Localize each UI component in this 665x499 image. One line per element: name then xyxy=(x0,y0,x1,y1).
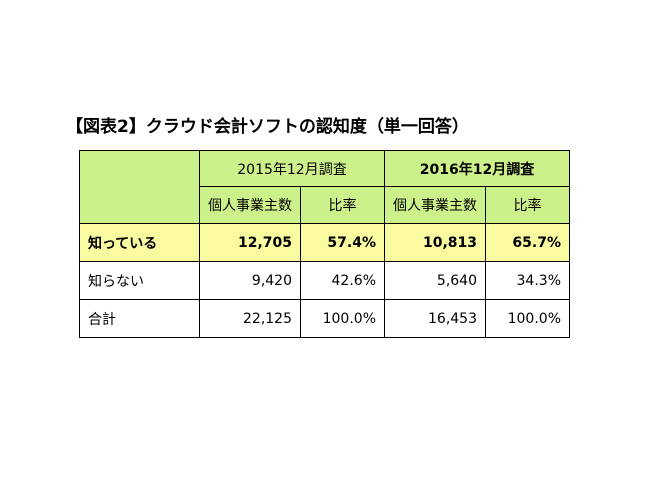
table-row: 知らない 9,420 42.6% 5,640 34.3% xyxy=(79,261,570,300)
header-ratio-2015: 比率 xyxy=(300,186,385,224)
table-header-row-period: 2015年12月調査 2016年12月調査 xyxy=(79,150,570,224)
count-2015-cell: 9,420 xyxy=(199,261,301,300)
ratio-2015-cell: 57.4% xyxy=(300,223,385,262)
header-count-2016: 個人事業主数 xyxy=(384,186,486,224)
ratio-2015-cell: 100.0% xyxy=(300,299,385,338)
row-label: 知らない xyxy=(79,261,200,300)
table-row: 知っている 12,705 57.4% 10,813 65.7% xyxy=(79,223,570,262)
header-corner-cell xyxy=(79,150,200,224)
header-count-2015: 個人事業主数 xyxy=(199,186,301,224)
count-2016-cell: 16,453 xyxy=(384,299,486,338)
table-header-row-columns: 個人事業主数 比率 個人事業主数 比率 xyxy=(80,186,570,224)
header-period-2016: 2016年12月調査 xyxy=(384,150,570,187)
ratio-2016-cell: 100.0% xyxy=(485,299,570,338)
ratio-2015-cell: 42.6% xyxy=(300,261,385,300)
count-2015-cell: 22,125 xyxy=(199,299,301,338)
count-2016-cell: 5,640 xyxy=(384,261,486,300)
ratio-2016-cell: 65.7% xyxy=(485,223,570,262)
document-title: 【図表2】クラウド会計ソフトの認知度（単一回答） xyxy=(66,117,469,137)
header-ratio-2016: 比率 xyxy=(485,186,570,224)
header-period-2015: 2015年12月調査 xyxy=(199,150,385,187)
row-label: 知っている xyxy=(79,223,200,262)
count-2016-cell: 10,813 xyxy=(384,223,486,262)
count-2015-cell: 12,705 xyxy=(199,223,301,262)
ratio-2016-cell: 34.3% xyxy=(485,261,570,300)
awareness-table: 2015年12月調査 2016年12月調査 個人事業主数 比率 個人事業主数 比… xyxy=(79,150,570,338)
row-label: 合計 xyxy=(79,299,200,338)
table-row: 合計 22,125 100.0% 16,453 100.0% xyxy=(79,299,570,338)
